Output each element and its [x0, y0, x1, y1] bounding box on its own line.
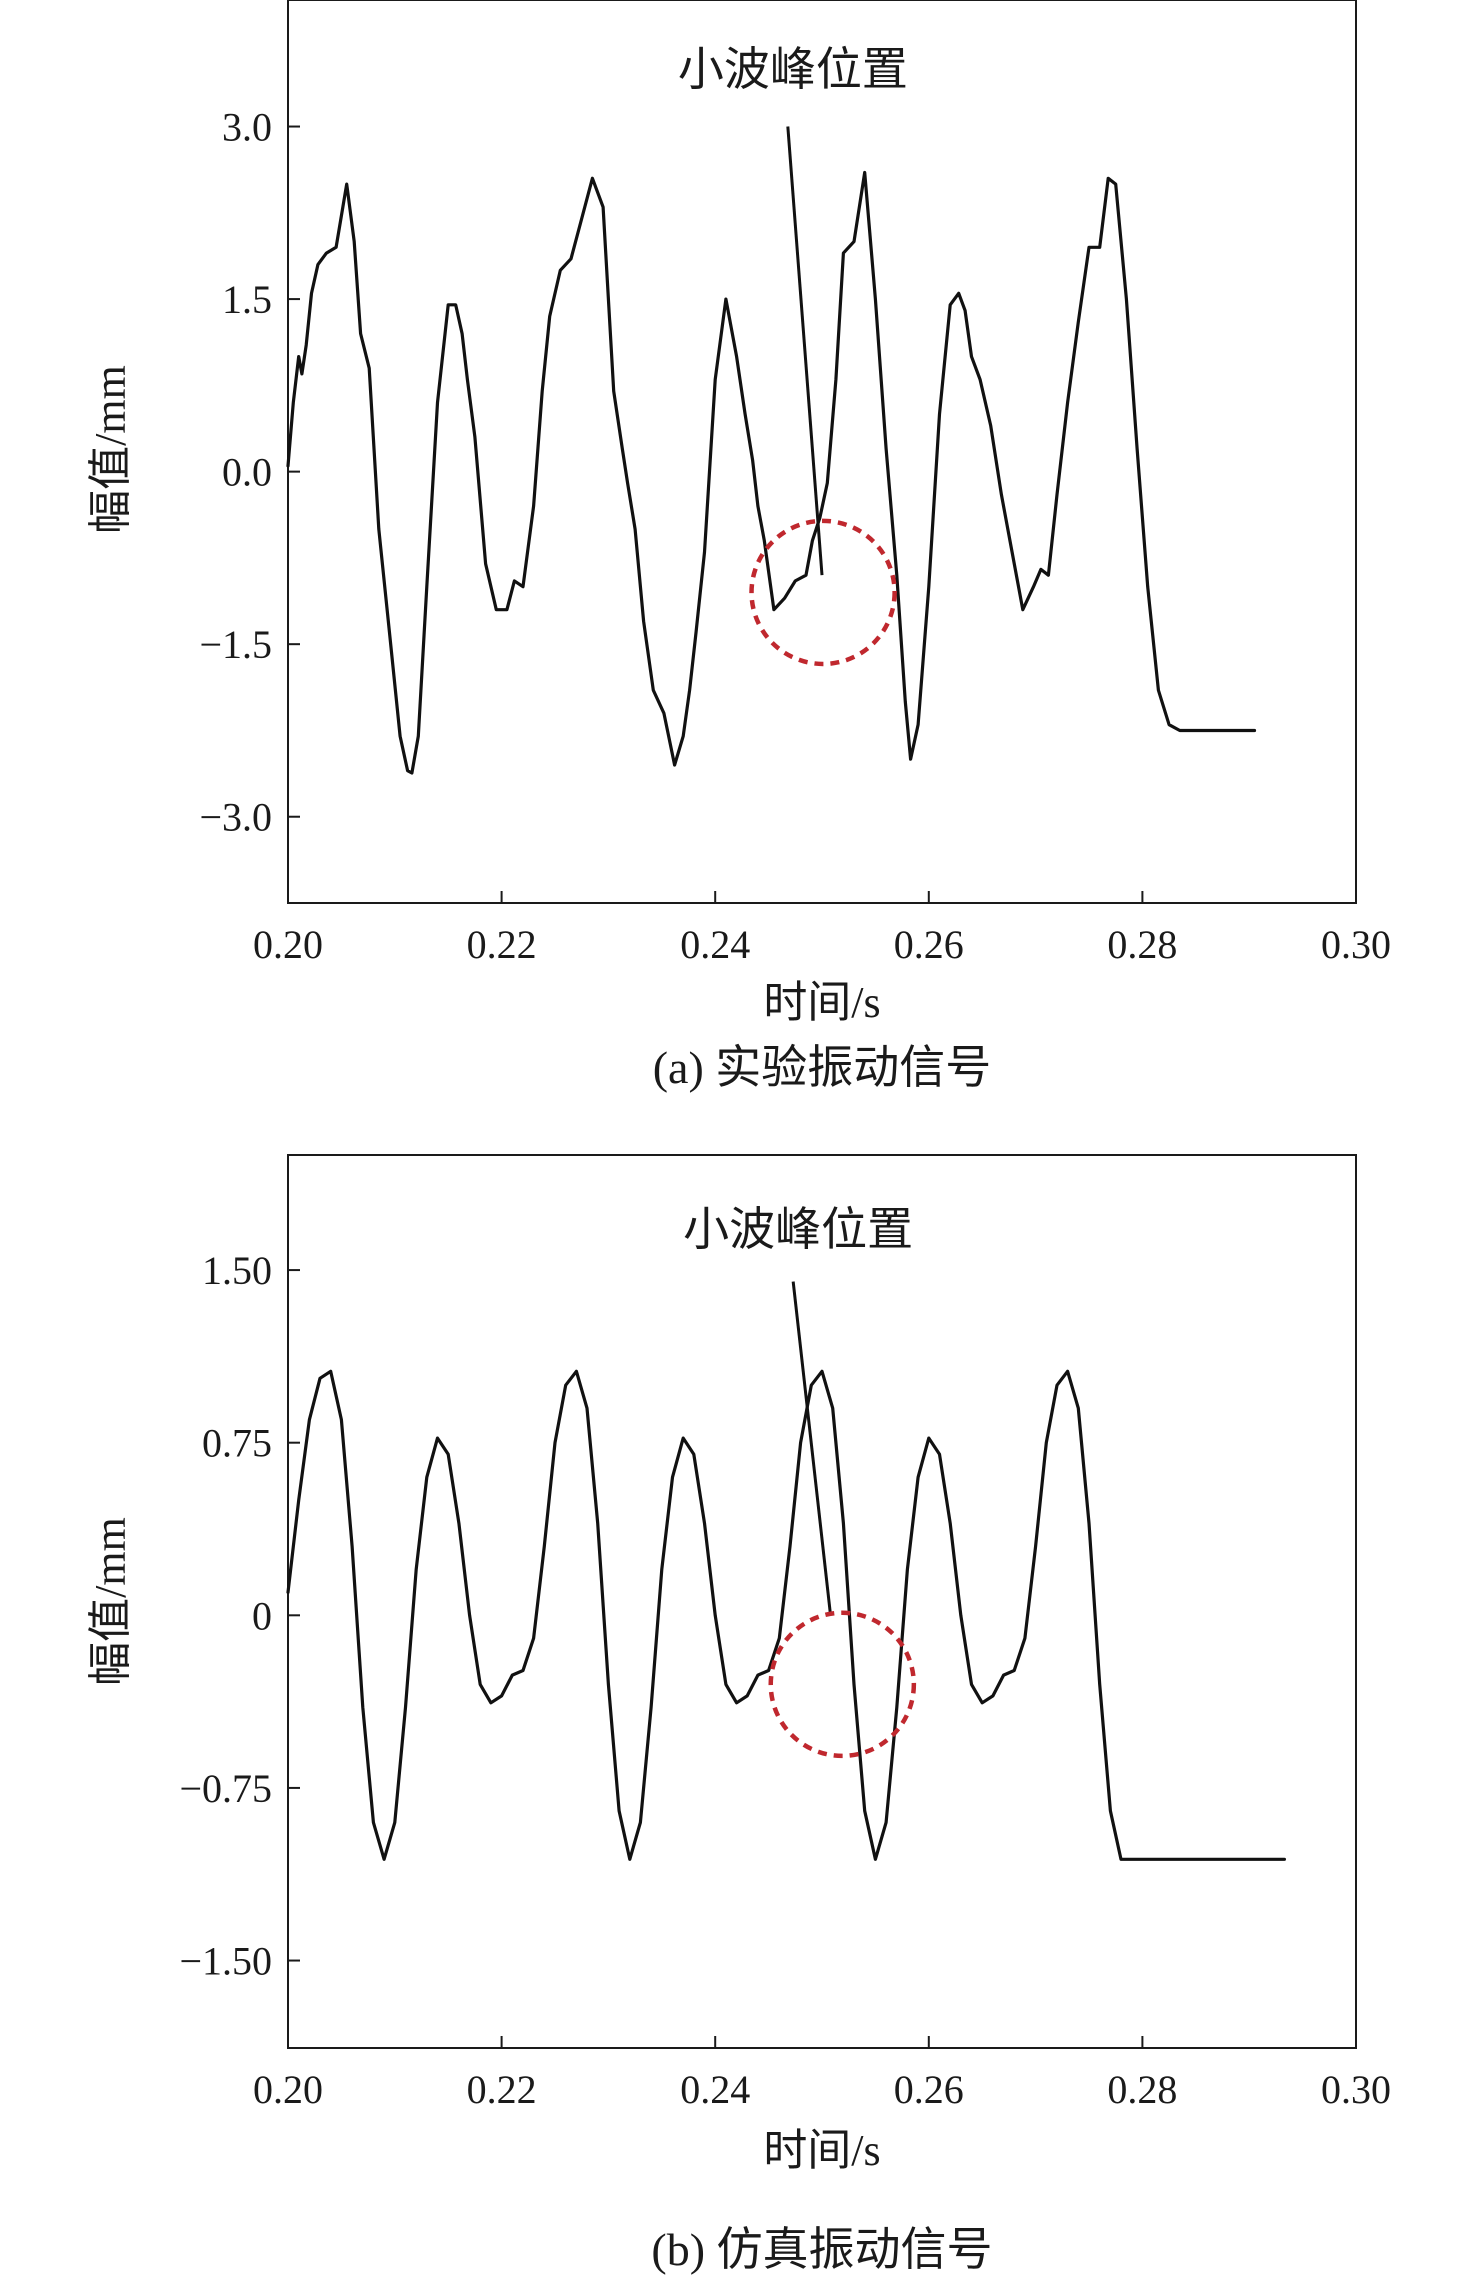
x-tick-label: 0.24	[680, 2067, 750, 2112]
y-axis-label: 幅值/mm	[86, 1517, 135, 1686]
panel-b: 1.50 0.75 0 −0.75 −1.50 0.20 0.22 0.24 0.26 0.28…	[86, 1154, 1391, 2275]
y-tick-label: −0.75	[179, 1766, 272, 1811]
x-axis-label: 时间/s	[763, 2126, 880, 2175]
plot-frame	[287, 1154, 1357, 2049]
x-tick-label: 0.20	[253, 2067, 323, 2112]
x-tick-label: 0.24	[680, 922, 750, 967]
signal-line	[286, 1369, 1286, 1861]
plot-frame	[287, 0, 1357, 904]
y-tick-label: −1.50	[179, 1939, 272, 1984]
y-tick-label: 0.75	[202, 1421, 272, 1466]
signal-line	[286, 170, 1257, 775]
x-tick-label: 0.20	[253, 922, 323, 967]
y-tick-label: −3.0	[199, 795, 272, 840]
x-tick-label: 0.26	[894, 2067, 964, 2112]
x-tick-label: 0.28	[1107, 2067, 1177, 2112]
annotation-label: 小波峰位置	[678, 44, 908, 95]
annotation-label: 小波峰位置	[683, 1204, 913, 1255]
x-tick-label: 0.22	[467, 922, 537, 967]
y-tick-label: −1.5	[199, 622, 272, 667]
panel-a: 3.01.50.0−1.5−3.0 0.20 0.22 0.24 0.26 0.28 0.…	[86, 0, 1391, 1093]
x-tick-label: 0.30	[1321, 922, 1391, 967]
x-tick-label: 0.28	[1107, 922, 1177, 967]
x-axis-ticks: 0.20 0.22 0.24 0.26 0.28 0.30	[253, 891, 1391, 967]
y-tick-label: 3.0	[222, 105, 272, 150]
annotation-highlight-circle	[749, 518, 897, 667]
panel-caption: (b) 仿真振动信号	[651, 2224, 992, 2275]
x-tick-label: 0.26	[894, 922, 964, 967]
x-tick-label: 0.30	[1321, 2067, 1391, 2112]
x-axis-ticks: 0.20 0.22 0.24 0.26 0.28 0.30	[253, 2036, 1391, 2112]
y-axis-label: 幅值/mm	[86, 365, 135, 534]
annotation-highlight-circle	[768, 1610, 917, 1759]
y-axis-ticks: 1.50 0.75 0 −0.75 −1.50	[179, 1248, 300, 1984]
y-tick-label: 0.0	[222, 450, 272, 495]
y-axis-ticks: 3.0 1.5 0.0 −1.5 −3.0	[199, 105, 300, 840]
x-axis-label: 时间/s	[763, 978, 880, 1027]
y-tick-label: 1.5	[222, 277, 272, 322]
panel-caption: (a) 实验振动信号	[653, 1042, 992, 1093]
y-tick-label: 0	[252, 1593, 272, 1638]
x-tick-label: 0.22	[467, 2067, 537, 2112]
annotation-pointer-line	[791, 1281, 833, 1616]
annotation-pointer-line	[786, 126, 824, 576]
y-tick-label: 1.50	[202, 1248, 272, 1293]
